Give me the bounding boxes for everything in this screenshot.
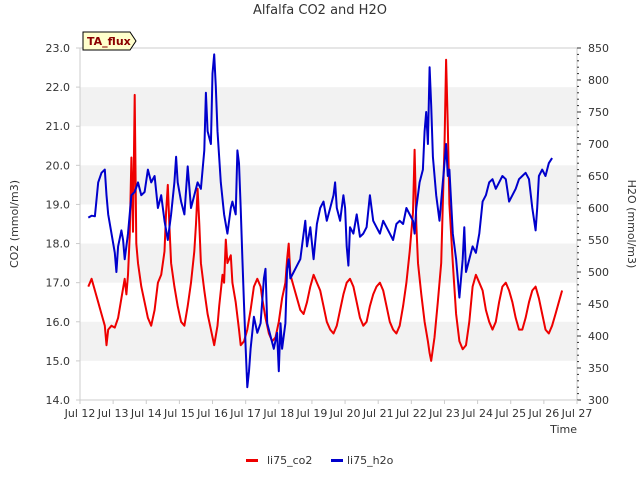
y-tick-label-right: 800 — [588, 74, 609, 87]
y-tick-label-right: 750 — [588, 106, 609, 119]
y-tick-label-left: 22.0 — [46, 81, 71, 94]
x-tick-label: Jul 12 — [64, 407, 96, 420]
x-tick-label: Jul 26 — [527, 407, 559, 420]
y-axis-title-left: CO2 (mmol/m3) — [8, 180, 21, 268]
y-tick-label-right: 500 — [588, 266, 609, 279]
x-tick-label: Jul 13 — [97, 407, 129, 420]
x-tick-label: Jul 27 — [561, 407, 593, 420]
x-tick-label: Jul 19 — [296, 407, 328, 420]
legend-item-h2o: li75_h2o — [331, 454, 394, 467]
x-tick-label: Jul 18 — [262, 407, 294, 420]
x-tick-label: Jul 17 — [229, 407, 261, 420]
legend-swatch-co2 — [246, 459, 258, 462]
y-tick-label-left: 18.0 — [46, 238, 71, 251]
y-tick-label-right: 350 — [588, 362, 609, 375]
legend-item-co2: li75_co2 — [246, 454, 312, 467]
y-tick-label-left: 15.0 — [46, 355, 71, 368]
y-axis-title-right: H2O (mmol/m3) — [625, 180, 638, 269]
x-tick-label: Jul 16 — [196, 407, 228, 420]
x-tick-label: Jul 21 — [362, 407, 394, 420]
y-tick-label-right: 850 — [588, 42, 609, 55]
y-tick-label-right: 450 — [588, 298, 609, 311]
legend-label-co2: li75_co2 — [267, 454, 312, 467]
grid-band — [80, 243, 577, 283]
y-tick-label-left: 17.0 — [46, 277, 71, 290]
y-tick-label-left: 14.0 — [46, 394, 71, 407]
x-axis-title: Time — [549, 423, 577, 436]
plot-frame — [79, 47, 578, 401]
series-line-li75_co2 — [87, 58, 564, 362]
y-tick-label-right: 550 — [588, 234, 609, 247]
legend: li75_co2 li75_h2o — [246, 454, 394, 467]
axes: 14.0 15.0 16.0 17.0 18.0 19.0 20.0 21.0 22.0 23.0… — [46, 42, 610, 420]
x-tick-label: Jul 22 — [395, 407, 427, 420]
x-tick-label: Jul 24 — [461, 407, 493, 420]
series-line-li75_h2o — [87, 53, 553, 389]
y-tick-label-right: 400 — [588, 330, 609, 343]
legend-label-h2o: li75_h2o — [347, 454, 394, 467]
x-tick-label: Jul 15 — [163, 407, 195, 420]
x-tick-label: Jul 14 — [130, 407, 162, 420]
chart-title: Alfalfa CO2 and H2O — [253, 3, 387, 18]
x-tick-label: Jul 25 — [494, 407, 526, 420]
series-layer — [87, 53, 564, 389]
y-tick-label-left: 16.0 — [46, 316, 71, 329]
grid-band — [80, 321, 577, 361]
y-tick-label-right: 700 — [588, 138, 609, 151]
annotation-badge-label: TA_flux — [87, 35, 131, 48]
y-tick-label-left: 20.0 — [46, 159, 71, 172]
x-tick-label: Jul 20 — [329, 407, 361, 420]
y-tick-label-right: 300 — [588, 394, 609, 407]
x-tick-label: Jul 23 — [428, 407, 460, 420]
annotation-badge-shape — [82, 31, 137, 51]
y-tick-label-left: 19.0 — [46, 198, 71, 211]
legend-swatch-h2o — [331, 459, 343, 462]
annotation-badge: TA_flux — [82, 31, 137, 51]
y-tick-label-left: 21.0 — [46, 120, 71, 133]
grid-band — [80, 87, 577, 127]
y-tick-label-left: 23.0 — [46, 42, 71, 55]
y-tick-label-right: 600 — [588, 202, 609, 215]
y-tick-label-right: 650 — [588, 170, 609, 183]
grid-bands — [80, 87, 577, 361]
